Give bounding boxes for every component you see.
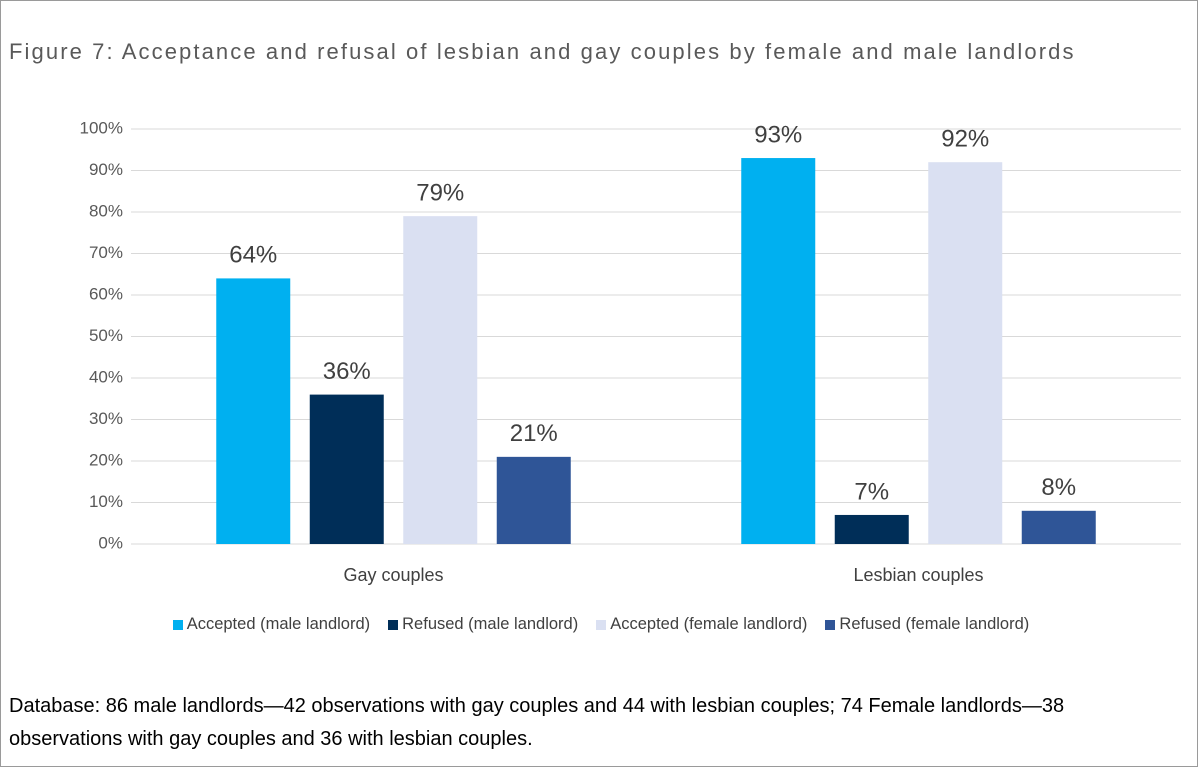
legend: Accepted (male landlord) Refused (male la… (1, 615, 1200, 634)
legend-label: Refused (male landlord) (402, 615, 579, 633)
data-label: 93% (754, 121, 802, 148)
data-label: 64% (229, 242, 277, 269)
y-tick-label: 50% (89, 326, 123, 345)
plot: 0% 10% 20% 30% 40% 50% 60% 70% 80% 90% 100% Gay cou… (80, 118, 1181, 585)
data-label: 79% (416, 179, 464, 206)
bar (928, 162, 1003, 544)
legend-swatch (172, 619, 183, 630)
bar (216, 278, 291, 544)
footnote: Database: 86 male landlords—42 observati… (9, 695, 1065, 750)
legend-swatch (825, 619, 836, 630)
legend-swatch (388, 619, 399, 630)
legend-label: Accepted (female landlord) (610, 615, 808, 633)
chart-title: Figure 7: Acceptance and refusal of lesb… (9, 39, 1076, 64)
data-label: 21% (510, 420, 558, 447)
y-tick-label: 0% (98, 533, 123, 552)
y-tick-label: 40% (89, 367, 123, 386)
bar (403, 216, 478, 544)
data-label: 7% (854, 478, 889, 505)
y-tick-label: 100% (80, 118, 123, 137)
legend-item: Refused (female landlord) (825, 615, 1029, 634)
bar (309, 394, 384, 544)
y-tick-label: 80% (89, 201, 123, 220)
data-label: 36% (323, 358, 371, 385)
y-tick-label: 20% (89, 450, 123, 469)
y-tick-label: 10% (89, 492, 123, 511)
legend-item: Refused (male landlord) (388, 615, 578, 634)
bar (834, 514, 909, 544)
y-tick-label: 70% (89, 243, 123, 262)
y-tick-label: 90% (89, 160, 123, 179)
bar (496, 456, 571, 544)
x-tick-label: Gay couples (343, 565, 443, 585)
y-tick-label: 60% (89, 284, 123, 303)
data-label: 92% (941, 126, 989, 153)
bar (1021, 510, 1096, 544)
legend-swatch (596, 619, 607, 630)
legend-item: Accepted (female landlord) (596, 615, 807, 634)
x-tick-label: Lesbian couples (853, 565, 983, 585)
y-tick-label: 30% (89, 409, 123, 428)
legend-label: Accepted (male landlord) (186, 615, 371, 633)
data-label: 8% (1041, 474, 1076, 501)
legend-item: Accepted (male landlord) (172, 615, 371, 634)
legend-label: Refused (female landlord) (839, 615, 1030, 633)
bar (741, 158, 816, 545)
